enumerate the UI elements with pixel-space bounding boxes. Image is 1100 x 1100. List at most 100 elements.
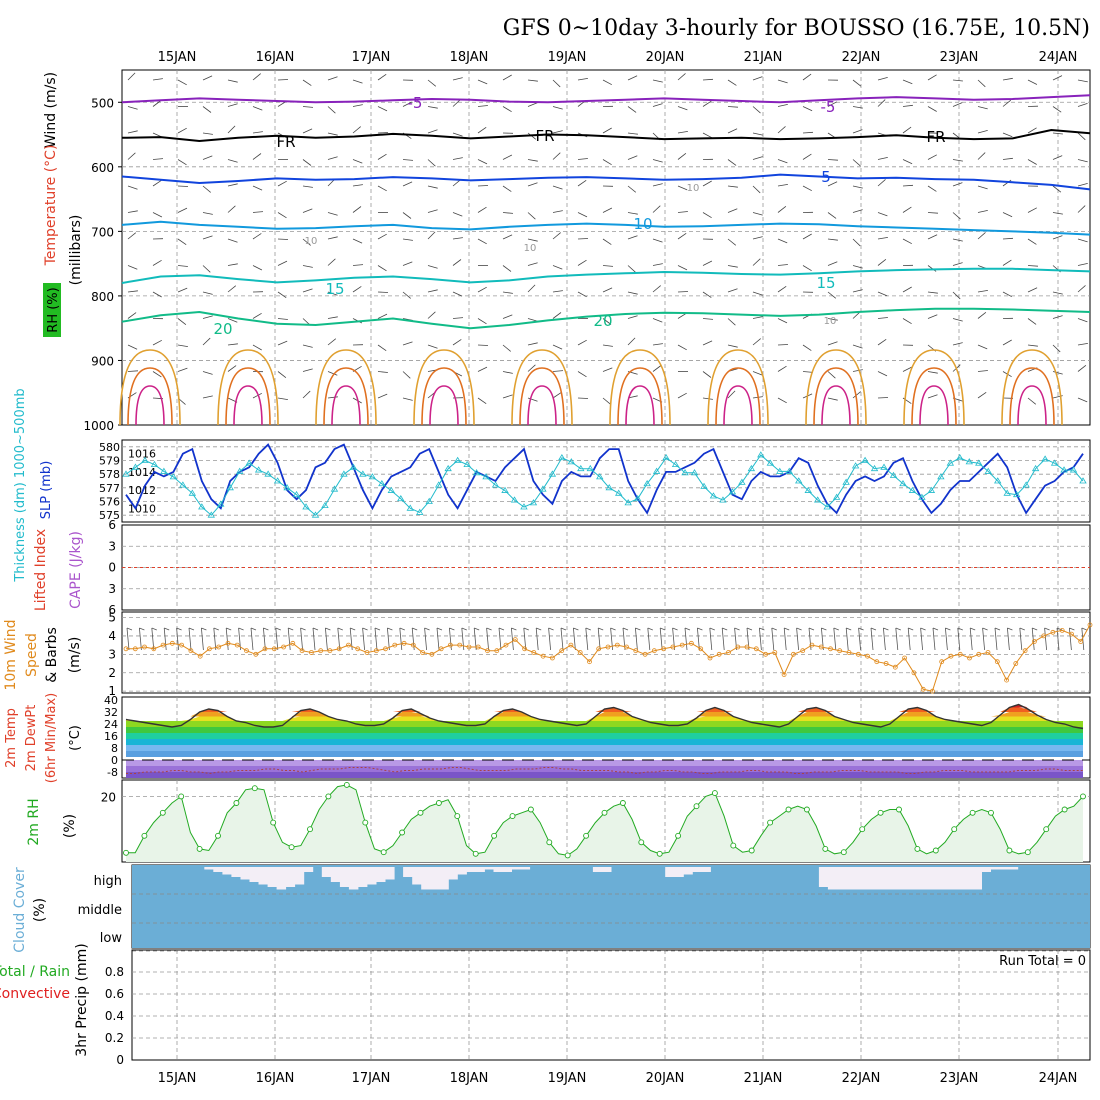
wind-barb: [377, 393, 388, 399]
wind-barb: [527, 364, 536, 372]
wind-barb: [527, 102, 538, 107]
wind-barb: [652, 365, 662, 372]
wind-speed-point: [735, 644, 741, 650]
wind-barb: [275, 627, 281, 631]
cloud-clear-segment: [412, 867, 422, 885]
cloud-cover-panel: high middle low Cloud Cover (%): [12, 864, 1091, 953]
cloud-clear-segment: [882, 867, 892, 890]
wind-barb: [573, 627, 576, 651]
wind-barb: [377, 313, 388, 319]
wind-barb: [752, 338, 761, 346]
wind-barb: [1027, 79, 1038, 85]
wind-barb: [1077, 238, 1088, 243]
run-total-annotation: Run Total = 0: [999, 954, 1086, 969]
wind-speed-point: [188, 648, 194, 654]
thickness-marker: [539, 485, 547, 492]
wind-barb: [833, 627, 839, 631]
wind-speed-point: [716, 651, 722, 657]
wind-barb: [250, 627, 257, 631]
wind-barb: [852, 369, 863, 372]
wind-speed-point: [726, 650, 731, 655]
wind-barb: [877, 237, 888, 240]
wind-speed-point: [902, 655, 907, 661]
wind-barb: [1056, 627, 1063, 631]
wind-speed-point: [651, 648, 657, 654]
wind-barb: [362, 627, 368, 631]
rh-point: [325, 793, 332, 800]
wind-barb: [277, 291, 287, 299]
temp-band: [126, 733, 1083, 739]
wind-barb: [227, 343, 238, 346]
wind-speed-point: [290, 640, 296, 646]
wind-speed-point: [392, 642, 398, 648]
wind-barb: [527, 159, 538, 162]
thickness-marker: [453, 456, 462, 463]
wind-speed-point: [930, 688, 935, 694]
thickness-marker: [795, 477, 803, 484]
temp-band: [126, 757, 1083, 760]
wind-speed-point: [772, 650, 778, 655]
wind-barb: [677, 106, 688, 111]
wind-barb: [263, 627, 266, 651]
wind-barb: [452, 132, 463, 137]
wind-barb: [227, 205, 236, 213]
wind-barb: [610, 627, 616, 631]
wind-barb: [502, 106, 512, 113]
wind-barb: [252, 233, 262, 240]
wind-barb: [752, 185, 761, 194]
wind-barb: [677, 291, 689, 293]
rh-point: [859, 826, 866, 833]
thickness-marker: [273, 477, 282, 484]
rh-point: [1006, 847, 1013, 854]
thickness-marker: [870, 464, 879, 472]
wind-barb: [176, 627, 182, 631]
wind-barb: [1052, 291, 1063, 295]
thickness-marker: [491, 481, 500, 488]
wind-speed-point: [781, 672, 787, 677]
wind-barb: [227, 125, 236, 134]
wind-barb: [151, 627, 157, 631]
wind-barb: [727, 159, 737, 166]
cloud-clear-segment: [592, 867, 603, 872]
rh-point: [932, 847, 939, 854]
wind-barb: [477, 79, 488, 85]
wind-barb: [957, 627, 961, 651]
rh-contour: [805, 349, 867, 426]
wind-barb: [702, 180, 712, 187]
cloud-clear-segment: [954, 867, 964, 890]
wind-barb: [377, 153, 387, 160]
wind-barb: [777, 344, 789, 346]
wind-barb: [213, 627, 217, 651]
temp-band: [126, 760, 1083, 766]
y-tick-label: 579: [99, 455, 120, 468]
date-tick-label: 20JAN: [646, 1071, 685, 1086]
axis-label-cloud-pct: (%): [32, 898, 48, 922]
wind-barb: [677, 185, 688, 191]
wind-barb: [727, 318, 736, 326]
date-tick-label: 17JAN: [352, 50, 391, 65]
rh-contour: [707, 349, 769, 426]
cloud-clear-segment: [692, 867, 702, 872]
wind-barb: [927, 291, 938, 294]
thickness-marker: [823, 503, 831, 510]
wind-barb: [945, 627, 951, 631]
wind-barb: [523, 627, 529, 631]
wind-barb: [152, 212, 163, 218]
wind-barb: [952, 159, 963, 162]
y-tick-label: 24: [104, 718, 118, 731]
wind-speed-point: [967, 655, 972, 661]
wind-barb: [502, 371, 513, 374]
wind-speed-point: [633, 648, 639, 654]
cloud-clear-segment: [900, 867, 910, 890]
cloud-clear-segment: [439, 867, 449, 890]
y-tick-label: 3: [108, 539, 116, 553]
wind-barb: [902, 206, 912, 213]
wind-barb: [759, 627, 762, 651]
wind-barb: [727, 344, 738, 348]
wind-barb: [602, 367, 613, 372]
wind-barb: [777, 397, 787, 404]
cape-lifted-panel: 6 3 0 3 6 Lifted Index CAPE (J/kg): [33, 518, 1091, 617]
wind-barb: [977, 311, 987, 319]
rh-fill: [126, 784, 1083, 862]
wind-barb: [1052, 132, 1063, 135]
